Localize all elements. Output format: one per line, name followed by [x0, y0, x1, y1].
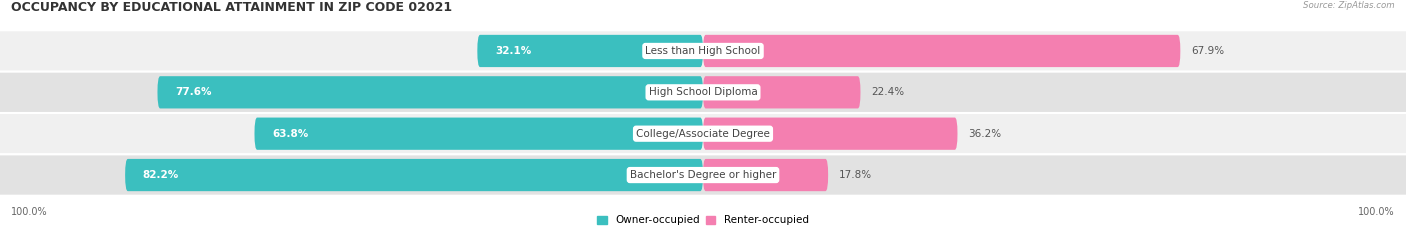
Text: 36.2%: 36.2%	[967, 129, 1001, 139]
Text: 63.8%: 63.8%	[273, 129, 308, 139]
Text: High School Diploma: High School Diploma	[648, 87, 758, 97]
FancyBboxPatch shape	[0, 72, 1406, 113]
FancyBboxPatch shape	[0, 30, 1406, 72]
FancyBboxPatch shape	[157, 76, 703, 108]
FancyBboxPatch shape	[703, 159, 828, 191]
FancyBboxPatch shape	[125, 159, 703, 191]
Text: 100.0%: 100.0%	[1358, 207, 1395, 217]
Text: 32.1%: 32.1%	[495, 46, 531, 56]
Text: 100.0%: 100.0%	[11, 207, 48, 217]
Text: 77.6%: 77.6%	[176, 87, 211, 97]
Text: College/Associate Degree: College/Associate Degree	[636, 129, 770, 139]
Text: 17.8%: 17.8%	[838, 170, 872, 180]
FancyBboxPatch shape	[254, 118, 703, 150]
Text: 82.2%: 82.2%	[142, 170, 179, 180]
Text: 67.9%: 67.9%	[1191, 46, 1225, 56]
FancyBboxPatch shape	[703, 118, 957, 150]
FancyBboxPatch shape	[478, 35, 703, 67]
FancyBboxPatch shape	[0, 113, 1406, 154]
Text: 22.4%: 22.4%	[872, 87, 904, 97]
FancyBboxPatch shape	[703, 35, 1181, 67]
Text: Source: ZipAtlas.com: Source: ZipAtlas.com	[1303, 1, 1395, 10]
FancyBboxPatch shape	[703, 76, 860, 108]
Text: OCCUPANCY BY EDUCATIONAL ATTAINMENT IN ZIP CODE 02021: OCCUPANCY BY EDUCATIONAL ATTAINMENT IN Z…	[11, 1, 453, 14]
Legend: Owner-occupied, Renter-occupied: Owner-occupied, Renter-occupied	[598, 216, 808, 226]
Text: Bachelor's Degree or higher: Bachelor's Degree or higher	[630, 170, 776, 180]
FancyBboxPatch shape	[0, 154, 1406, 196]
Text: Less than High School: Less than High School	[645, 46, 761, 56]
